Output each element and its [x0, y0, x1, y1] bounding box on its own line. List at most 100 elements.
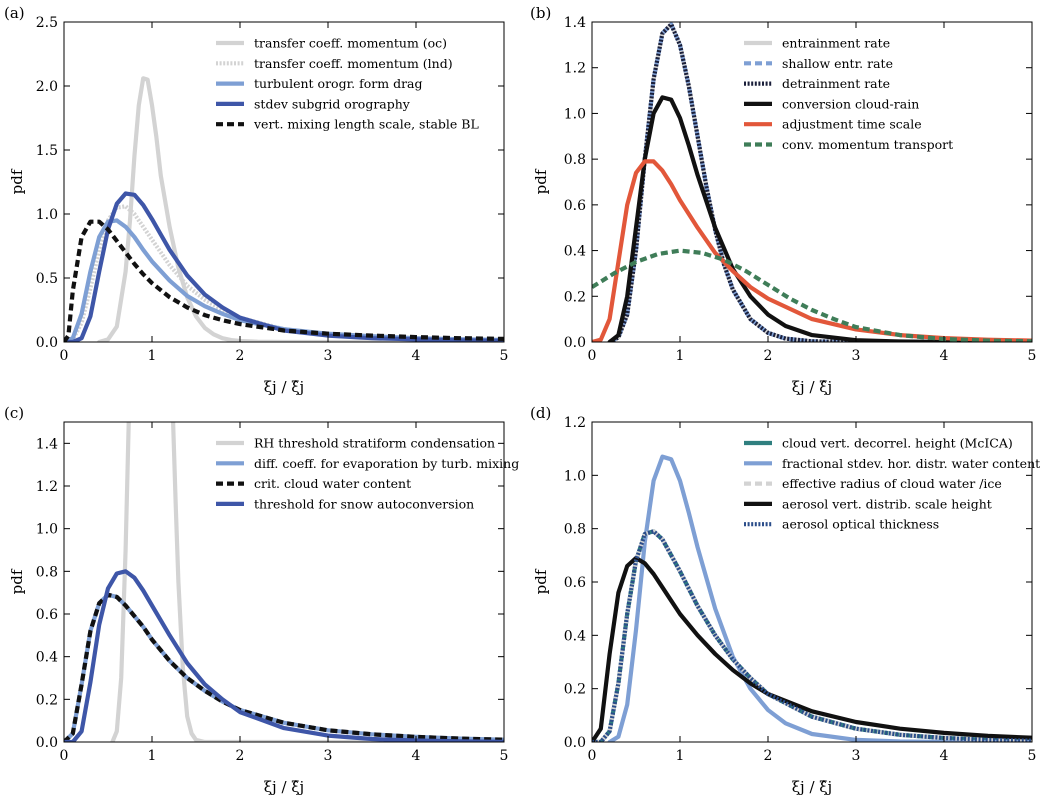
series-line-2	[607, 454, 1032, 742]
x-tick-label: 4	[940, 748, 949, 764]
legend-label: adjustment time scale	[782, 117, 922, 132]
x-tick-label: 5	[500, 748, 509, 764]
x-axis-label: ξj / ξ̂j	[264, 778, 304, 796]
x-tick-label: 3	[852, 748, 861, 764]
plot-frame	[591, 21, 1033, 343]
y-axis-label: pdf	[8, 568, 26, 594]
series-group	[64, 422, 504, 742]
x-tick-label: 2	[764, 748, 773, 764]
series-line-5	[592, 529, 1032, 742]
series-line-3	[608, 22, 1032, 342]
x-tick-label: 2	[236, 348, 245, 364]
legend-label: transfer coeff. momentum (lnd)	[254, 56, 453, 71]
series-line-4	[64, 191, 504, 342]
x-tick-label: 2	[764, 348, 773, 364]
y-tick-label: 0.4	[36, 650, 58, 666]
y-tick-label: 0.6	[564, 198, 586, 214]
panel-a: 0 1 2 3 4 5 0.0 0.5 1.0 1.5 2.0 2.5 (a) pdf ξj / ξ̂j tr…	[4, 4, 508, 396]
legend-label: turbulent orogr. form drag	[254, 76, 423, 91]
legend-label: crit. cloud water content	[254, 476, 411, 491]
y-tick-label: 0.0	[36, 735, 58, 751]
x-tick-label: 2	[236, 748, 245, 764]
series-line-6	[592, 248, 1032, 342]
x-tick-label: 3	[324, 748, 333, 764]
x-axis-label: ξj / ξ̂j	[264, 378, 304, 396]
x-tick-label: 4	[412, 348, 421, 364]
y-tick-label: 1.5	[36, 143, 58, 159]
series-line-4	[607, 95, 1032, 342]
y-tick-label: 0.8	[564, 522, 586, 538]
x-tick-label: 0	[60, 348, 69, 364]
series-line-1	[110, 422, 504, 742]
x-tick-label: 1	[148, 348, 157, 364]
series-line-2	[64, 592, 504, 742]
y-tick-label: 1.4	[36, 436, 58, 452]
legend-label: transfer coeff. momentum (oc)	[254, 36, 447, 51]
x-tick-label: 5	[1028, 748, 1037, 764]
legend: RH threshold stratiform condensation diff…	[216, 436, 519, 511]
y-tick-label: 1.0	[564, 468, 586, 484]
y-tick-label: 1.2	[564, 61, 586, 77]
panel-label: (c)	[4, 404, 24, 422]
x-axis-label: ξj / ξ̂j	[792, 778, 832, 796]
y-tick-label: 1.0	[36, 207, 58, 223]
series-line-1	[607, 22, 1032, 342]
y-tick-label: 1.0	[564, 106, 586, 122]
legend-label: vert. mixing length scale, stable BL	[253, 117, 479, 132]
x-tick-label: 1	[676, 348, 685, 364]
y-tick-label: 0.6	[564, 575, 586, 591]
series-group	[592, 454, 1032, 742]
panel-label: (a)	[4, 4, 25, 22]
panel-b: 0 1 2 3 4 5 0.0 0.2 0.4 0.6 0.8 1.0 1.2 1.4 (b) pdf ξj /…	[530, 4, 1036, 396]
series-line-5	[64, 219, 504, 342]
legend: entrainment rate shallow entr. rate detrai…	[744, 36, 953, 152]
y-tick-label: 0.0	[564, 735, 586, 751]
x-tick-label: 0	[60, 748, 69, 764]
legend-label: aerosol vert. distrib. scale height	[782, 496, 992, 511]
legend-label: RH threshold stratiform condensation	[254, 436, 495, 451]
plot-frame	[63, 421, 505, 743]
x-tick-label: 1	[148, 748, 157, 764]
legend-label: conversion cloud-rain	[782, 96, 919, 111]
legend: cloud vert. decorrel. height (McICA) frac…	[744, 436, 1040, 532]
y-axis-label: pdf	[8, 168, 26, 194]
y-tick-label: 0.2	[564, 289, 586, 305]
panel-d: 0 1 2 3 4 5 0.0 0.2 0.4 0.6 0.8 1.0 1.2 (d) pdf ξj / ξ̂…	[530, 404, 1040, 796]
legend-label: effective radius of cloud water /ice	[782, 476, 1002, 491]
y-tick-label: 1.4	[564, 15, 586, 31]
y-axis-label: pdf	[532, 168, 550, 194]
legend-label: entrainment rate	[782, 36, 890, 51]
legend-label: shallow entr. rate	[782, 56, 893, 71]
legend-label: conv. momentum transport	[782, 137, 953, 152]
y-tick-label: 2.5	[36, 15, 58, 31]
legend-label: cloud vert. decorrel. height (McICA)	[782, 436, 1013, 451]
x-tick-label: 4	[940, 348, 949, 364]
y-tick-label: 2.0	[36, 79, 58, 95]
y-tick-label: 0.8	[564, 152, 586, 168]
legend-label: fractional stdev. hor. distr. water cont…	[782, 456, 1040, 471]
y-tick-label: 0.4	[564, 244, 586, 260]
x-tick-label: 3	[852, 348, 861, 364]
series-line-5	[592, 159, 1032, 342]
y-tick-label: 0.0	[564, 335, 586, 351]
y-tick-label: 0.2	[36, 692, 58, 708]
y-tick-label: 0.4	[564, 628, 586, 644]
legend-label: threshold for snow autoconversion	[254, 496, 474, 511]
x-tick-label: 3	[324, 348, 333, 364]
panel-label: (b)	[530, 4, 551, 22]
x-tick-label: 5	[1028, 348, 1037, 364]
y-tick-label: 0.0	[36, 335, 58, 351]
y-axis-label: pdf	[532, 568, 550, 594]
y-tick-label: 1.2	[36, 479, 58, 495]
legend-label: aerosol optical thickness	[782, 517, 939, 532]
x-tick-label: 5	[500, 348, 509, 364]
y-tick-label: 0.8	[36, 564, 58, 580]
series-line-2	[608, 22, 1032, 342]
panel-c: 0 1 2 3 4 5 0.0 0.2 0.4 0.6 0.8 1.0 1.2 1.4 (c) pdf ξj /…	[4, 404, 519, 796]
y-tick-label: 0.2	[564, 682, 586, 698]
legend-label: detrainment rate	[782, 76, 890, 91]
x-tick-label: 1	[676, 748, 685, 764]
x-tick-label: 0	[588, 748, 597, 764]
y-tick-label: 1.2	[564, 415, 586, 431]
x-tick-label: 0	[588, 348, 597, 364]
